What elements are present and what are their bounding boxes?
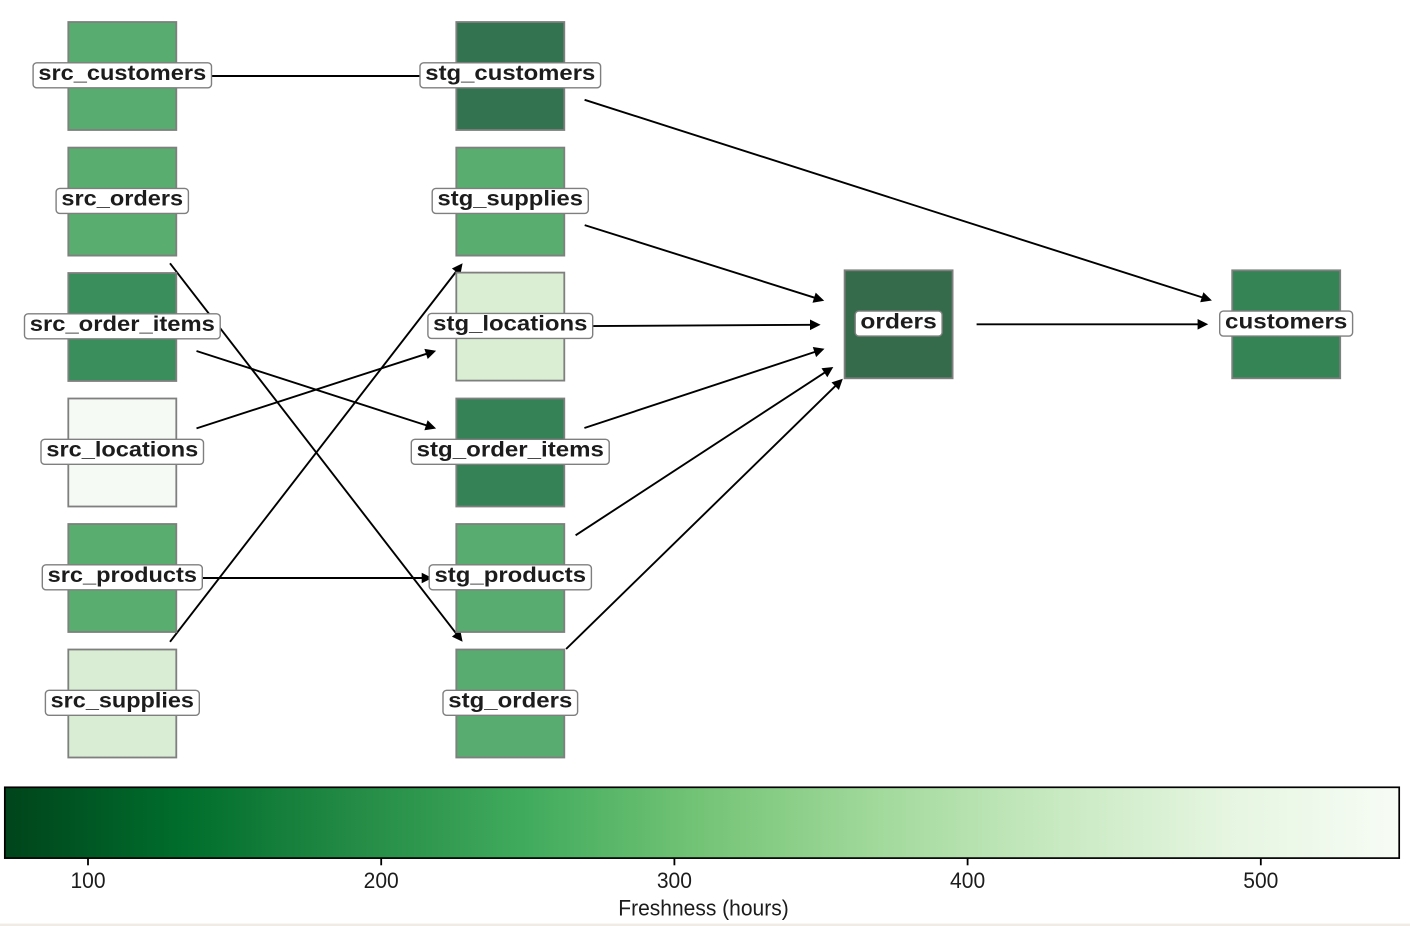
- svg-text:customers: customers: [1225, 310, 1347, 333]
- svg-text:stg_supplies: stg_supplies: [438, 188, 584, 211]
- svg-text:stg_orders: stg_orders: [448, 690, 572, 713]
- svg-text:src_supplies: src_supplies: [51, 690, 194, 713]
- svg-text:300: 300: [657, 868, 692, 893]
- svg-text:400: 400: [950, 868, 985, 893]
- svg-text:stg_order_items: stg_order_items: [417, 439, 604, 462]
- svg-text:src_customers: src_customers: [38, 62, 206, 85]
- svg-text:src_products: src_products: [48, 564, 197, 587]
- svg-text:Freshness (hours): Freshness (hours): [618, 896, 788, 921]
- svg-text:orders: orders: [860, 310, 936, 333]
- svg-text:stg_products: stg_products: [435, 564, 587, 587]
- svg-text:stg_customers: stg_customers: [425, 62, 595, 85]
- svg-text:500: 500: [1243, 868, 1278, 893]
- svg-text:200: 200: [364, 868, 399, 893]
- svg-text:100: 100: [70, 868, 105, 893]
- svg-text:stg_locations: stg_locations: [433, 313, 587, 336]
- svg-text:src_order_items: src_order_items: [30, 313, 215, 336]
- svg-text:src_orders: src_orders: [61, 188, 183, 211]
- svg-text:src_locations: src_locations: [46, 439, 198, 462]
